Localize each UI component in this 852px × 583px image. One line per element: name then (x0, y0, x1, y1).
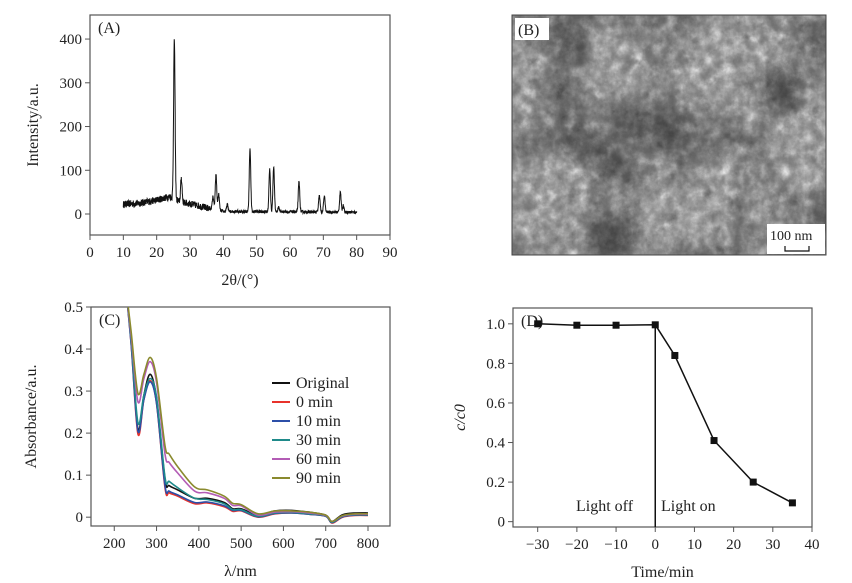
x-tick-label: 30 (183, 245, 198, 261)
x-tick-label: 20 (726, 537, 741, 553)
panel-label: (C) (99, 312, 120, 329)
x-tick-label: 40 (805, 537, 820, 553)
y-tick-label: 1.0 (486, 317, 505, 333)
scale-bar (784, 246, 810, 252)
x-tick-label: −10 (604, 537, 627, 553)
data-point (573, 321, 581, 329)
y-tick-label: 0.1 (64, 468, 83, 484)
data-point (651, 321, 659, 329)
annotation-light-on: Light on (661, 498, 716, 515)
x-tick-label: 600 (272, 536, 295, 552)
panel-b-label-box (515, 18, 549, 40)
x-tick-label: 40 (216, 245, 231, 261)
legend-label: 30 min (296, 432, 341, 449)
x-tick-label: −20 (565, 537, 588, 553)
y-tick-label: 0.2 (64, 426, 83, 442)
plot-frame (90, 306, 391, 527)
x-tick-label: 10 (116, 245, 131, 261)
x-tick-label: 20 (149, 245, 164, 261)
panel-c-absorbance-chart: 200 300 400 500 600 700 800 0 0.1 0.2 0.3 0.4 0.5 λ/n… (23, 300, 391, 580)
y-tick-label: 0.3 (64, 384, 83, 400)
plot-frame (89, 14, 391, 236)
y-tick-label: 0 (75, 207, 83, 223)
x-tick-label: 0 (652, 537, 660, 553)
sem-image-frame (511, 14, 827, 256)
panel-d-degradation-chart: −30 −20 −10 0 10 20 30 40 0 0.2 0.4 0.6 0.8 1.0 Time/m… (452, 307, 820, 581)
data-point (788, 499, 796, 507)
scale-bar-box (767, 224, 825, 254)
x-tick-label: 30 (765, 537, 780, 553)
legend-label: 10 min (296, 413, 341, 430)
x-tick-label: 10 (687, 537, 702, 553)
x-tick-label: 400 (188, 536, 211, 552)
x-axis-label: Time/min (631, 564, 694, 581)
y-tick-label: 200 (60, 120, 83, 136)
x-tick-label: 70 (316, 245, 331, 261)
data-point (612, 321, 620, 329)
plot-frame (512, 307, 813, 528)
legend-label: 0 min (296, 394, 333, 411)
y-tick-label: 400 (60, 32, 83, 48)
y-tick-label: 100 (60, 163, 83, 179)
y-tick-label: 0.8 (486, 356, 505, 372)
y-tick-label: 0.4 (64, 342, 83, 358)
legend-label: Original (296, 375, 350, 392)
x-tick-label: 0 (86, 245, 94, 261)
y-axis-label: c/c0 (452, 404, 469, 431)
y-tick-label: 0 (498, 515, 506, 531)
x-axis-label: 2θ/(°) (221, 272, 258, 289)
sem-image-shadows (512, 15, 826, 255)
x-tick-label: 800 (357, 536, 380, 552)
x-tick-label: −30 (526, 537, 549, 553)
scale-bar-label: 100 nm (770, 229, 813, 244)
x-tick-label: 700 (314, 536, 337, 552)
x-axis-label: λ/nm (224, 563, 257, 580)
data-point (710, 437, 718, 445)
y-axis-label: Intensity/a.u. (25, 83, 42, 167)
x-tick-label: 200 (103, 536, 126, 552)
data-point (749, 478, 757, 486)
legend-label: 60 min (296, 451, 341, 468)
x-tick-label: 90 (383, 245, 398, 261)
x-tick-label: 300 (145, 536, 168, 552)
xrd-pattern-line (122, 39, 358, 216)
legend-label: 90 min (296, 470, 341, 487)
annotation-light-off: Light off (576, 498, 634, 515)
data-point (534, 320, 542, 328)
panel-b-sem-image: (B) 100 nm (511, 14, 827, 256)
panel-b-label: (B) (518, 22, 539, 39)
x-tick-label: 50 (249, 245, 264, 261)
c-c0-line (537, 323, 793, 504)
x-tick-label: 500 (230, 536, 253, 552)
y-tick-label: 0 (76, 510, 84, 526)
y-tick-label: 300 (60, 76, 83, 92)
y-tick-label: 0.2 (486, 475, 505, 491)
series-line-90-min (127, 307, 369, 523)
y-tick-label: 0.6 (486, 396, 505, 412)
data-point (671, 351, 679, 359)
y-axis-label: Absorbance/a.u. (23, 365, 40, 469)
y-tick-label: 0.4 (486, 436, 505, 452)
x-tick-label: 80 (349, 245, 364, 261)
x-tick-label: 60 (283, 245, 298, 261)
y-tick-label: 0.5 (64, 300, 83, 316)
panel-a-xrd-chart: 0 10 20 30 40 50 60 70 80 90 0 100 200 300 400 2θ/(°) In… (25, 14, 398, 289)
panel-label: (A) (98, 20, 120, 37)
